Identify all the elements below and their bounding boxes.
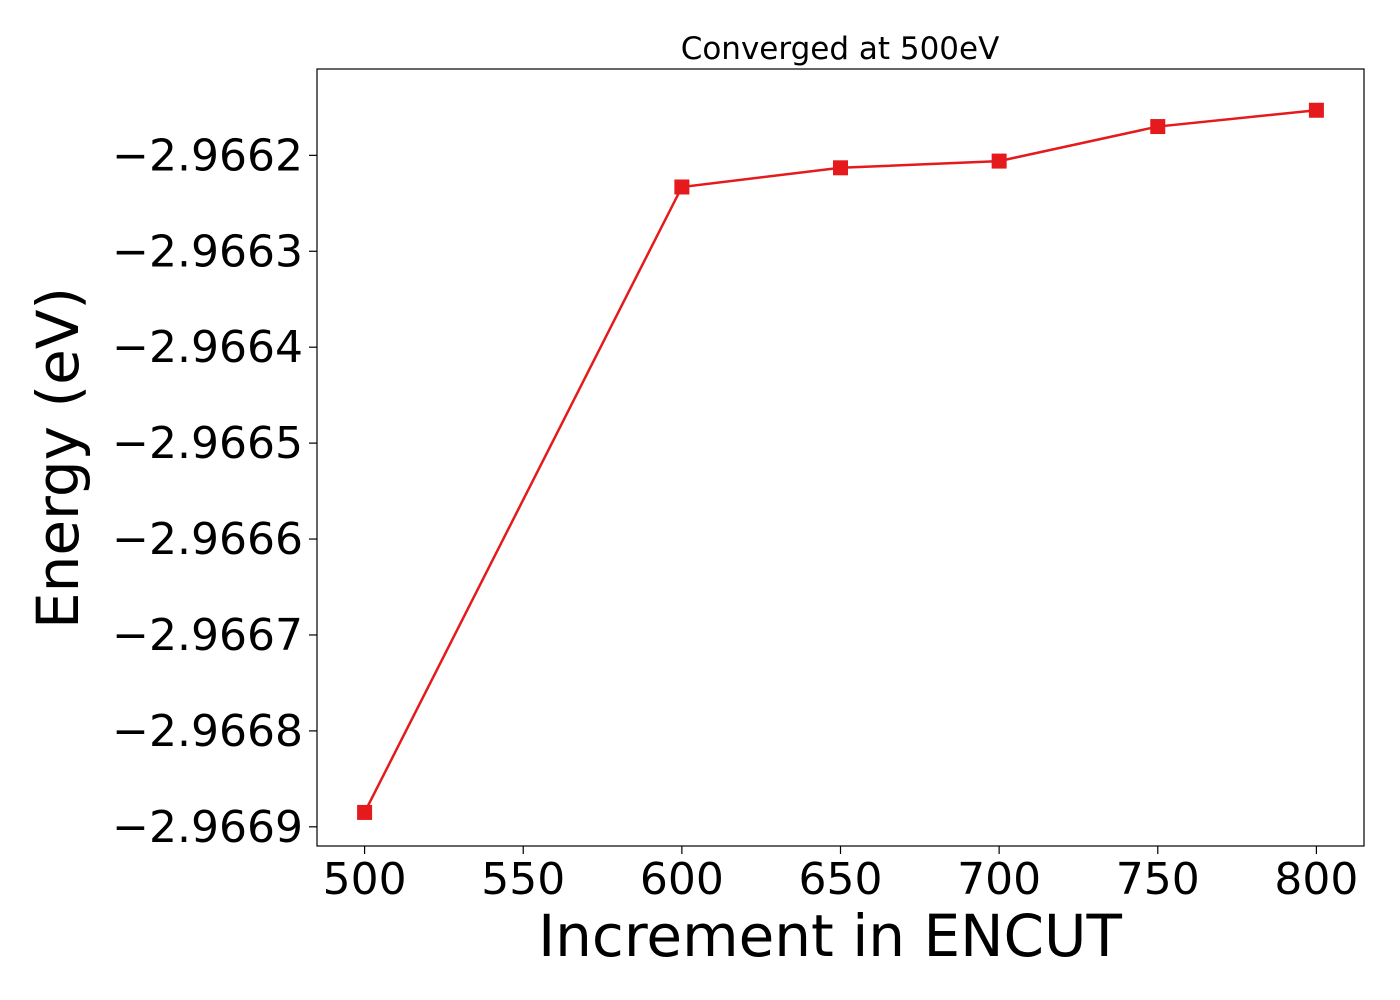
- y-tick-label: −2.9666: [112, 514, 303, 565]
- x-tick-label: 750: [1116, 854, 1200, 905]
- x-axis-label: Increment in ENCUT: [538, 902, 1122, 970]
- y-tick-label: −2.9662: [112, 130, 303, 181]
- x-tick-label: 500: [323, 854, 407, 905]
- x-tick-label: 650: [799, 854, 883, 905]
- y-axis-label: Energy (eV): [24, 287, 92, 629]
- y-axis: −2.9669 −2.9668 −2.9667 −2.9666 −2.9665 −2.96…: [112, 130, 317, 853]
- x-tick-label: 600: [640, 854, 724, 905]
- data-point-marker: [991, 153, 1007, 169]
- series-line: [363, 109, 1317, 813]
- plot-frame: [316, 68, 1365, 847]
- x-axis: 500 550 600 650 700 750 800: [323, 846, 1358, 905]
- y-tick-label: −2.9664: [112, 322, 303, 373]
- y-tick-label: −2.9667: [112, 610, 303, 661]
- y-tick-label: −2.9669: [112, 802, 303, 853]
- x-tick-label: 700: [957, 854, 1041, 905]
- data-point-marker: [674, 179, 690, 195]
- x-tick-label: 800: [1274, 854, 1358, 905]
- chart-title: Converged at 500eV: [681, 31, 1000, 67]
- data-point-marker: [357, 804, 373, 820]
- data-point-marker: [1308, 102, 1324, 118]
- series-layer: [357, 102, 1324, 820]
- x-tick-label: 550: [481, 854, 565, 905]
- data-point-marker: [833, 160, 848, 176]
- y-tick-label: −2.9665: [112, 418, 303, 469]
- plot-area: 500 550 600 650 700 750 800 −2.9669−2.9668−2.9…: [112, 68, 1365, 905]
- y-tick-label: −2.9663: [112, 226, 303, 277]
- y-tick-label: −2.9668: [112, 706, 303, 757]
- data-point-marker: [1150, 119, 1166, 135]
